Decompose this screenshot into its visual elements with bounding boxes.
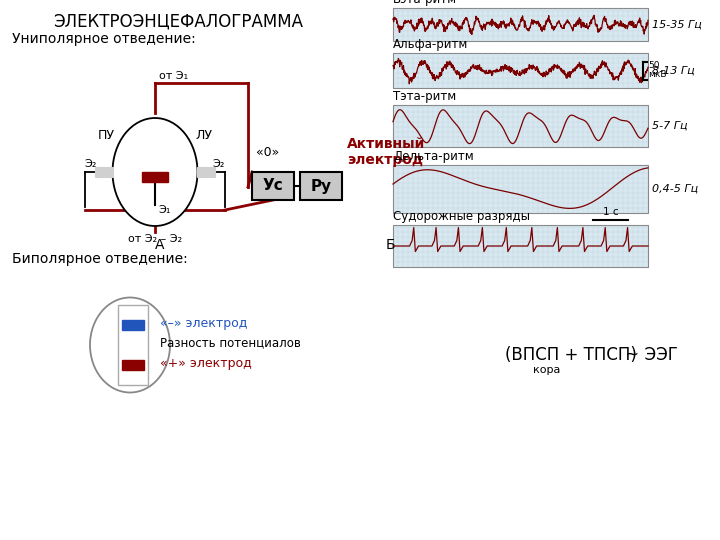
Bar <box>122 320 144 330</box>
Text: Разность потенциалов: Разность потенциалов <box>160 336 301 349</box>
Text: Б: Б <box>385 238 395 252</box>
Text: Биполярное отведение:: Биполярное отведение: <box>12 252 188 266</box>
Text: «–» электрод: «–» электрод <box>160 318 248 330</box>
Text: кора: кора <box>505 365 560 375</box>
Text: Униполярное отведение:: Униполярное отведение: <box>12 32 196 46</box>
Text: А: А <box>156 238 165 252</box>
Text: Ру: Ру <box>310 179 332 193</box>
Text: ПУ: ПУ <box>97 129 114 142</box>
Text: Альфа-ритм: Альфа-ритм <box>393 38 469 51</box>
Text: ~ ЭЭГ: ~ ЭЭГ <box>620 346 678 364</box>
Text: мкВ: мкВ <box>648 70 667 79</box>
Text: ЭЛЕКТРОЭНЦЕФАЛОГРАММА: ЭЛЕКТРОЭНЦЕФАЛОГРАММА <box>53 12 303 30</box>
Text: Тэта-ритм: Тэта-ритм <box>393 90 456 103</box>
Bar <box>393 105 648 147</box>
Text: Судорожные разряды: Судорожные разряды <box>393 210 530 223</box>
Bar <box>197 167 215 177</box>
Text: 5-7 Гц: 5-7 Гц <box>652 121 688 131</box>
Text: Дельта-ритм: Дельта-ритм <box>393 150 474 163</box>
Text: Бэта-ритм: Бэта-ритм <box>393 0 457 6</box>
Bar <box>122 360 144 370</box>
Text: Э₂: Э₂ <box>85 159 97 169</box>
Text: «0»: «0» <box>256 145 279 159</box>
Bar <box>393 53 648 88</box>
Text: ЛУ: ЛУ <box>196 129 212 142</box>
Bar <box>142 172 168 182</box>
Bar <box>252 172 294 200</box>
Bar <box>393 8 648 41</box>
Ellipse shape <box>90 298 170 393</box>
Text: 8-13 Гц: 8-13 Гц <box>652 65 695 76</box>
Text: от Э₂ – Э₂: от Э₂ – Э₂ <box>128 234 182 244</box>
Text: 1 с: 1 с <box>603 207 618 217</box>
Text: 15-35 Гц: 15-35 Гц <box>652 19 702 30</box>
Text: Э₂: Э₂ <box>213 159 225 169</box>
Bar <box>118 305 148 385</box>
Text: «+» электрод: «+» электрод <box>160 357 252 370</box>
Bar <box>393 165 648 213</box>
Text: 0,4-5 Гц: 0,4-5 Гц <box>652 184 698 194</box>
Bar <box>95 167 113 177</box>
Text: Ус: Ус <box>263 179 284 193</box>
Bar <box>393 225 648 267</box>
Text: (ВПСП + ТПСП): (ВПСП + ТПСП) <box>505 346 637 364</box>
Text: Активный
электрод: Активный электрод <box>347 137 426 167</box>
Text: 50: 50 <box>648 61 660 70</box>
Text: от Э₁: от Э₁ <box>159 71 188 81</box>
Bar <box>300 172 342 200</box>
Ellipse shape <box>112 118 197 226</box>
Text: Э₁: Э₁ <box>158 205 171 215</box>
